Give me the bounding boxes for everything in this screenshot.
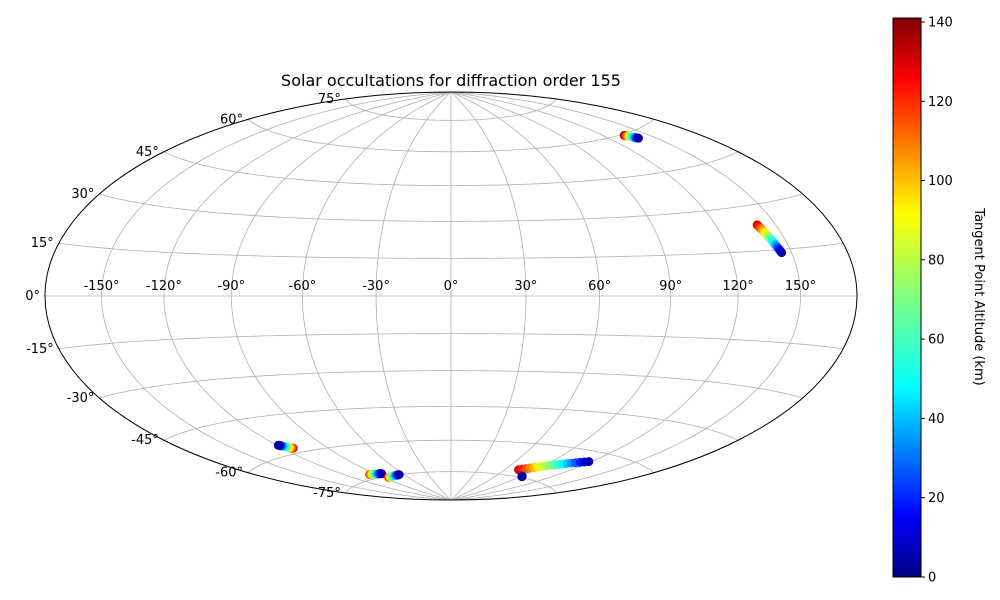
parallel <box>163 405 739 441</box>
occultation-points <box>273 130 787 482</box>
latitude-tick-label: 45° <box>136 145 159 160</box>
colorbar-tick-label: 100 <box>928 174 953 189</box>
latitude-tick-label: 60° <box>220 112 243 127</box>
chart-title: Solar occultations for diffraction order… <box>281 71 621 90</box>
map-grid <box>45 92 857 500</box>
colorbar-tick-label: 20 <box>928 491 945 506</box>
longitude-tick-label: 0° <box>444 279 459 294</box>
longitude-tick-label: -90° <box>217 279 245 294</box>
latitude-tick-label: -30° <box>67 391 95 406</box>
longitude-tick-label: -150° <box>83 279 119 294</box>
data-point <box>394 470 404 480</box>
latitude-tick-label: -60° <box>215 466 243 481</box>
colorbar <box>892 17 922 578</box>
parallel <box>247 119 655 153</box>
latitude-tick-label: 0° <box>25 289 40 304</box>
latitude-tick-labels: -75° -60° -45° -30° -15° 0° 15° 30° 45° 60° 75° <box>25 92 341 501</box>
longitude-tick-label: 150° <box>785 279 816 294</box>
colorbar-tick-label: 120 <box>928 95 953 110</box>
longitude-tick-labels: -150° -120° -90° -60° -30° 0° 30° 60° 90° 120° 150… <box>83 279 816 294</box>
parallel <box>99 193 803 222</box>
colorbar-tick-label: 40 <box>928 412 945 427</box>
data-point <box>633 133 643 143</box>
data-point <box>273 440 283 450</box>
longitude-tick-label: -120° <box>146 279 182 294</box>
colorbar-tick-label: 60 <box>928 333 945 348</box>
colorbar-tick-label: 80 <box>928 253 945 268</box>
longitude-tick-label: -60° <box>289 279 317 294</box>
data-point <box>777 248 787 258</box>
parallel <box>247 439 655 473</box>
data-point <box>517 471 527 481</box>
colorbar-tick-label: 0 <box>928 571 936 586</box>
parallel <box>99 370 803 399</box>
parallel <box>345 471 557 494</box>
colorbar-tick-label: 140 <box>928 16 953 31</box>
latitude-tick-label: -45° <box>131 433 159 448</box>
longitude-tick-label: 120° <box>722 279 753 294</box>
longitude-tick-label: -30° <box>362 279 390 294</box>
colorbar-ticks: 0 20 40 60 80 100 120 140 <box>921 16 953 586</box>
longitude-tick-label: 60° <box>588 279 611 294</box>
longitude-tick-label: 30° <box>514 279 537 294</box>
map-outline <box>44 91 858 501</box>
parallel <box>58 242 844 259</box>
latitude-tick-label: 30° <box>71 187 94 202</box>
data-point <box>377 469 387 479</box>
parallel <box>345 98 557 121</box>
parallel <box>163 151 739 187</box>
data-point <box>584 457 594 467</box>
longitude-tick-label: 90° <box>659 279 682 294</box>
latitude-tick-label: 75° <box>318 92 341 107</box>
parallel <box>58 333 844 350</box>
colorbar-label: Tangent Point Altitude (km) <box>971 207 986 385</box>
latitude-tick-label: -15° <box>26 342 54 357</box>
latitude-tick-label: 15° <box>31 236 54 251</box>
latitude-tick-label: -75° <box>313 486 341 501</box>
